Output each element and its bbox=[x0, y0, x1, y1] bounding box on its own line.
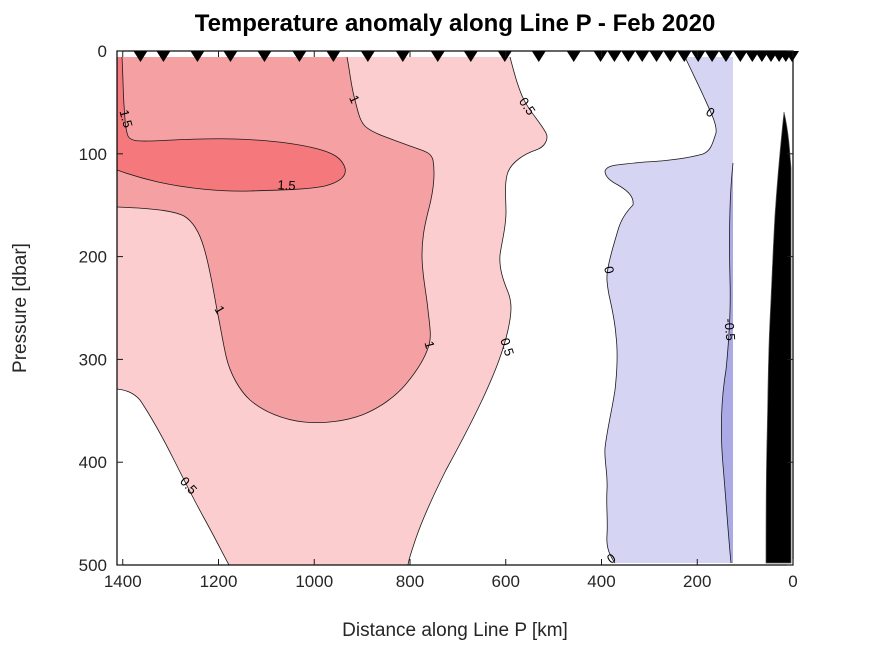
contour-label: -0.5 bbox=[721, 318, 738, 342]
station-triangle-icon bbox=[785, 51, 800, 62]
contour-fills bbox=[117, 56, 792, 565]
axes-box bbox=[116, 50, 794, 566]
y-tick-label: 100 bbox=[79, 145, 107, 164]
station-triangle-icon bbox=[531, 51, 546, 62]
station-triangle-icon bbox=[223, 51, 238, 62]
y-tick-label: 500 bbox=[79, 556, 107, 575]
station-triangle-icon bbox=[718, 51, 733, 62]
station-triangle-icon bbox=[566, 51, 581, 62]
station-triangle-icon bbox=[677, 51, 692, 62]
station-triangle-icon bbox=[257, 51, 272, 62]
station-triangle-icon bbox=[360, 51, 375, 62]
station-triangle-icon bbox=[621, 51, 636, 62]
contour-line-1 bbox=[117, 56, 435, 423]
station-triangle-icon bbox=[733, 51, 748, 62]
x-tick-label: 1200 bbox=[200, 572, 238, 591]
fill-region-below-neg0p5 bbox=[721, 163, 733, 563]
x-tick-label: 800 bbox=[396, 572, 424, 591]
contour-line-0p5-right bbox=[407, 56, 548, 565]
station-triangle-icon bbox=[691, 51, 706, 62]
station-triangle-icon bbox=[593, 51, 608, 62]
y-tick-label: 0 bbox=[98, 42, 107, 61]
station-triangle-icon bbox=[649, 51, 664, 62]
contour-label: 1 bbox=[421, 339, 437, 350]
station-triangle-icon bbox=[292, 51, 307, 62]
station-triangle-icon bbox=[395, 51, 410, 62]
contour-line-0p5-lower-left bbox=[117, 388, 230, 565]
y-tick-label: 300 bbox=[79, 350, 107, 369]
station-triangle-icon bbox=[133, 51, 148, 62]
station-triangle-icon bbox=[430, 51, 445, 62]
contour-label: 1.5 bbox=[277, 177, 296, 193]
fill-region-neg0p5-to-0 bbox=[604, 57, 733, 563]
contour-line-0 bbox=[604, 56, 717, 564]
station-triangle-icon bbox=[190, 51, 205, 62]
station-triangle-icon bbox=[156, 51, 171, 62]
station-triangle-icon bbox=[745, 51, 760, 62]
contour-label: 0 bbox=[601, 265, 617, 275]
chart-title: Temperature anomaly along Line P - Feb 2… bbox=[195, 10, 716, 37]
contour-line-neg0p5 bbox=[720, 162, 734, 564]
station-triangle-icon bbox=[497, 51, 512, 62]
station-triangle-icon bbox=[463, 51, 478, 62]
bathymetry-wedge bbox=[765, 111, 792, 564]
y-axis-label: Pressure [dbar] bbox=[10, 243, 31, 373]
x-tick-label: 1000 bbox=[295, 572, 333, 591]
station-triangle-icon bbox=[607, 51, 622, 62]
x-tick-label: 600 bbox=[492, 572, 520, 591]
y-tick-label: 400 bbox=[79, 453, 107, 472]
x-tick-label: 0 bbox=[788, 572, 797, 591]
axis-ticks bbox=[117, 50, 794, 566]
axis-tick-labels: 1400 1200 1000 800 600 400 200 0 0 100 200 300 400 50… bbox=[79, 42, 798, 591]
x-tick-label: 200 bbox=[683, 572, 711, 591]
x-tick-label: 400 bbox=[587, 572, 615, 591]
station-triangle-icon bbox=[705, 51, 720, 62]
contour-label: 0.5 bbox=[497, 336, 517, 358]
station-triangle-icon bbox=[663, 51, 678, 62]
fill-region-above-1p5 bbox=[117, 57, 346, 192]
station-triangle-icon bbox=[326, 51, 341, 62]
contour-label: 1.5 bbox=[117, 108, 136, 129]
x-axis-label: Distance along Line P [km] bbox=[342, 620, 568, 641]
x-tick-label: 1400 bbox=[104, 572, 142, 591]
y-tick-label: 200 bbox=[79, 248, 107, 267]
station-markers bbox=[133, 51, 800, 62]
station-triangle-icon bbox=[754, 51, 769, 62]
station-triangle-icon bbox=[635, 51, 650, 62]
contour-line-1p5 bbox=[117, 56, 346, 192]
